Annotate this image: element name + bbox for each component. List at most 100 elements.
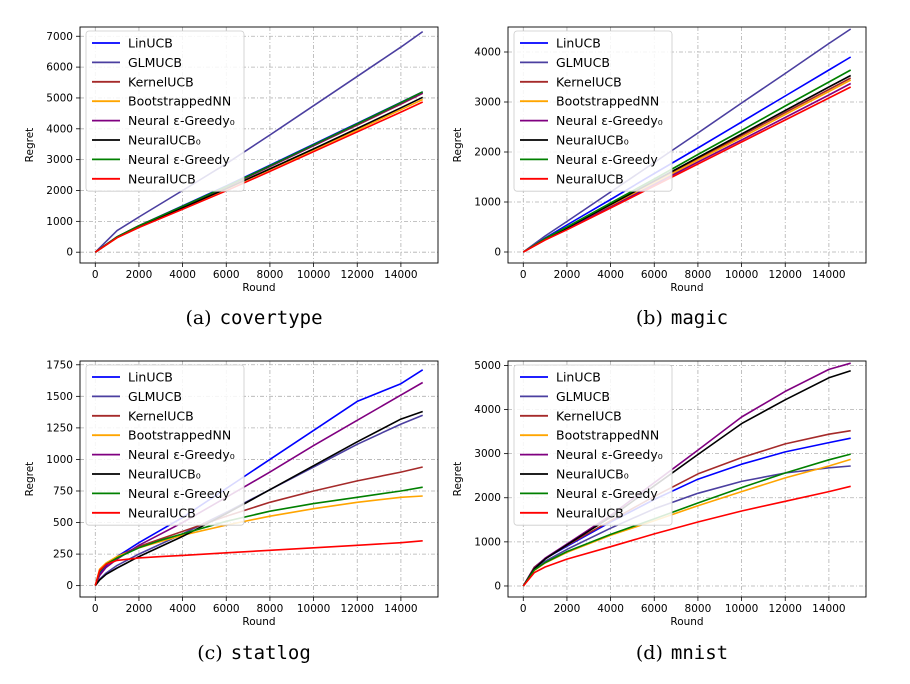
- series-line-neural-greedy: [94, 91, 424, 253]
- series-line-linucb: [522, 56, 852, 253]
- legend-label: BootstrappedNN: [556, 428, 659, 443]
- x-tick-label: 14000: [384, 269, 417, 281]
- x-tick-label: 4000: [597, 603, 624, 615]
- y-tick-label: 4000: [474, 47, 501, 59]
- legend-label: Neural ε-Greedy: [128, 486, 230, 501]
- panel-caption: (b) magic: [636, 307, 728, 329]
- legend-label: NeuralUCB: [556, 171, 624, 186]
- x-tick-label: 2000: [554, 269, 581, 281]
- x-tick-label: 0: [92, 269, 99, 281]
- y-tick-label: 500: [53, 517, 73, 529]
- x-tick-label: 10000: [725, 269, 758, 281]
- chart-panel-1: 0 2000 4000 6000 8000 10000 12000 14000 0 1000 200…: [24, 26, 439, 329]
- legend-label: GLMUCB: [128, 55, 182, 70]
- panel-caption: (d) mnist: [636, 642, 728, 664]
- x-tick-label: 4000: [597, 269, 624, 281]
- y-tick-label: 3000: [46, 154, 73, 166]
- legend-box: [85, 364, 245, 526]
- x-tick-label: 6000: [213, 269, 240, 281]
- series-line-neuralucb: [94, 101, 424, 253]
- y-tick-label: 1000: [474, 536, 501, 548]
- y-tick-label: 1250: [46, 422, 73, 434]
- y-tick-label: 1000: [46, 454, 73, 466]
- x-tick-label: 12000: [769, 603, 802, 615]
- chart-panel-3: 0 2000 4000 6000 8000 10000 12000 14000 0 250 500 7…: [24, 359, 439, 664]
- legend-label: LinUCB: [556, 36, 601, 51]
- legend-label: NeuralUCB₀: [556, 467, 629, 482]
- legend-label: BootstrappedNN: [128, 94, 231, 109]
- y-axis-label: Regret: [452, 128, 464, 163]
- y-tick-label: 250: [53, 549, 73, 561]
- legend-label: GLMUCB: [556, 55, 610, 70]
- y-tick-label: 1500: [46, 391, 73, 403]
- legend-label: Neural ε-Greedy₀: [556, 113, 663, 128]
- x-tick-label: 0: [520, 603, 527, 615]
- x-tick-label: 2000: [126, 603, 153, 615]
- x-tick-label: 0: [92, 603, 99, 615]
- legend: LinUCB GLMUCB KernelUCB BootstrappedNN Neura…: [85, 364, 245, 526]
- y-tick-label: 0: [494, 580, 501, 592]
- x-tick-label: 10000: [297, 603, 330, 615]
- y-axis-label: Regret: [452, 462, 464, 497]
- caption-dataset-name: mnist: [671, 642, 728, 664]
- y-tick-label: 0: [66, 247, 73, 259]
- x-tick-label: 8000: [257, 603, 284, 615]
- panel-caption: (a) covertype: [185, 307, 322, 329]
- panel-caption: (c) statlog: [197, 642, 311, 664]
- legend-label: LinUCB: [556, 370, 601, 385]
- x-tick-label: 10000: [297, 269, 330, 281]
- series-line-neuralucb: [522, 86, 852, 253]
- caption-letter: (a): [185, 307, 211, 329]
- x-tick-label: 4000: [169, 269, 196, 281]
- chart-panel-4: 0 2000 4000 6000 8000 10000 12000 14000 0 1000 200…: [452, 360, 867, 664]
- plot-frame: [79, 26, 439, 264]
- legend-label: BootstrappedNN: [128, 428, 231, 443]
- legend-label: NeuralUCB₀: [556, 133, 629, 148]
- series-line-neuralucb: [522, 485, 851, 587]
- x-tick-label: 10000: [725, 603, 758, 615]
- y-tick-label: 3000: [474, 448, 501, 460]
- legend: LinUCB GLMUCB KernelUCB BootstrappedNN Neura…: [513, 364, 673, 526]
- series-line-glmucb: [522, 28, 852, 253]
- legend-label: KernelUCB: [128, 408, 194, 423]
- caption-letter: (d): [636, 642, 663, 664]
- legend-label: BootstrappedNN: [556, 94, 659, 109]
- legend-label: NeuralUCB₀: [128, 133, 201, 148]
- x-tick-label: 2000: [126, 269, 153, 281]
- x-tick-label: 6000: [641, 603, 668, 615]
- legend-label: NeuralUCB₀: [128, 467, 201, 482]
- legend-label: Neural ε-Greedy₀: [128, 447, 235, 462]
- x-tick-label: 14000: [812, 603, 845, 615]
- x-tick-label: 6000: [213, 603, 240, 615]
- legend-label: GLMUCB: [556, 389, 610, 404]
- x-tick-label: 0: [520, 269, 527, 281]
- y-tick-label: 0: [494, 247, 501, 259]
- y-tick-label: 7000: [46, 31, 73, 43]
- legend-label: Neural ε-Greedy₀: [128, 113, 235, 128]
- legend-box: [85, 30, 245, 192]
- x-tick-label: 12000: [769, 269, 802, 281]
- legend-label: Neural ε-Greedy: [556, 486, 658, 501]
- y-tick-label: 1000: [474, 197, 501, 209]
- y-tick-label: 2000: [46, 185, 73, 197]
- legend-label: NeuralUCB: [128, 171, 196, 186]
- y-tick-label: 1750: [46, 359, 73, 371]
- y-tick-label: 1000: [46, 216, 73, 228]
- series-line-bootstrappednn: [94, 495, 423, 586]
- caption-letter: (c): [197, 642, 222, 664]
- series-line-glmucb: [94, 30, 424, 253]
- legend-label: KernelUCB: [556, 408, 622, 423]
- legend-label: Neural ε-Greedy₀: [556, 447, 663, 462]
- legend-label: NeuralUCB: [556, 505, 624, 520]
- legend-label: Neural ε-Greedy: [128, 152, 230, 167]
- legend-box: [513, 30, 673, 192]
- y-tick-label: 0: [66, 580, 73, 592]
- legend-label: LinUCB: [128, 370, 173, 385]
- x-tick-label: 12000: [341, 603, 374, 615]
- series-line-neural-greedy: [522, 69, 852, 253]
- y-tick-label: 750: [53, 485, 73, 497]
- series-line-neuralucb-: [94, 410, 423, 587]
- x-tick-label: 2000: [554, 603, 581, 615]
- x-axis-label: Round: [242, 282, 275, 294]
